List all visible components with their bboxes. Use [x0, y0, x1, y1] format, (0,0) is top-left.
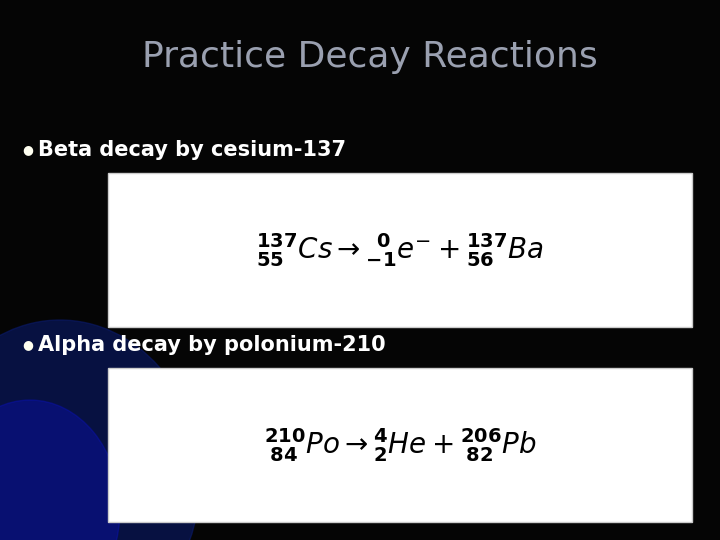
FancyBboxPatch shape	[108, 173, 692, 327]
Text: $\mathbf{^{137}_{55}}\mathit{Cs}\rightarrow\mathbf{^{\;\;0}_{-1}}\mathit{e}^{-}+: $\mathbf{^{137}_{55}}\mathit{Cs}\rightar…	[256, 231, 544, 269]
Text: ●: ●	[22, 339, 33, 352]
FancyBboxPatch shape	[108, 368, 692, 522]
Text: Alpha decay by polonium-210: Alpha decay by polonium-210	[38, 335, 386, 355]
Text: Beta decay by cesium-137: Beta decay by cesium-137	[38, 140, 346, 160]
Text: Practice Decay Reactions: Practice Decay Reactions	[142, 40, 598, 74]
Ellipse shape	[0, 320, 200, 540]
Ellipse shape	[0, 400, 120, 540]
Text: ●: ●	[22, 144, 33, 157]
Text: $\mathbf{^{210}_{\;84}}\mathit{Po}\rightarrow\mathbf{^{4}_{2}}\mathit{He}+\mathb: $\mathbf{^{210}_{\;84}}\mathit{Po}\right…	[264, 426, 536, 464]
